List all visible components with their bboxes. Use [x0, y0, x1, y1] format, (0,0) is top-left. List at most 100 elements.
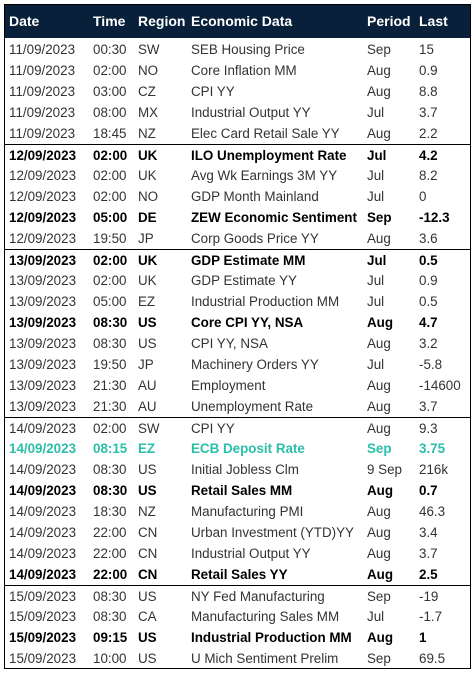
cell-date: 12/09/2023 — [9, 168, 77, 183]
cell-time: 05:00 — [93, 210, 128, 225]
table-row: 13/09/2023 08:30 US Core CPI YY, NSA Aug 4.7 — [5, 312, 470, 333]
cell-period: Aug — [367, 525, 391, 540]
cell-data: CPI YY, NSA — [191, 336, 268, 351]
cell-date: 12/09/2023 — [9, 231, 77, 246]
cell-period: Sep — [367, 441, 392, 456]
cell-region: JP — [138, 357, 154, 372]
cell-period: Sep — [367, 651, 391, 666]
cell-time: 05:00 — [93, 294, 127, 309]
cell-data: Manufacturing Sales MM — [191, 609, 340, 624]
cell-period: Jul — [367, 148, 387, 163]
table-row: 14/09/2023 08:15 EZ ECB Deposit Rate Sep 3.75 — [5, 438, 470, 459]
cell-date: 14/09/2023 — [9, 567, 77, 582]
header-economic-data: Economic Data — [191, 13, 293, 29]
table-row: 13/09/2023 21:30 AU Unemployment Rate Aug 3.7 — [5, 396, 470, 417]
cell-data: Core Inflation MM — [191, 63, 297, 78]
cell-region: NO — [138, 63, 159, 78]
cell-period: Aug — [367, 336, 391, 351]
cell-last: 9.3 — [419, 421, 438, 436]
cell-date: 14/09/2023 — [9, 421, 77, 436]
cell-data: NY Fed Manufacturing — [191, 589, 325, 604]
cell-last: 0.9 — [419, 273, 438, 288]
cell-period: Jul — [367, 609, 385, 624]
cell-last: -12.3 — [419, 210, 450, 225]
table-row: 13/09/2023 02:00 UK GDP Estimate YY Jul 0.9 — [5, 270, 470, 291]
cell-time: 08:15 — [93, 441, 128, 456]
table-row: 15/09/2023 08:30 CA Manufacturing Sales MM J… — [5, 606, 470, 627]
cell-region: EZ — [138, 294, 156, 309]
cell-time: 18:30 — [93, 504, 127, 519]
cell-last: 3.4 — [419, 525, 438, 540]
cell-period: Jul — [367, 294, 385, 309]
cell-time: 02:00 — [93, 63, 127, 78]
cell-period: Aug — [367, 315, 394, 330]
cell-period: Jul — [367, 105, 385, 120]
cell-time: 03:00 — [93, 84, 127, 99]
cell-date: 14/09/2023 — [9, 462, 77, 477]
cell-region: CN — [138, 546, 158, 561]
cell-data: GDP Estimate MM — [191, 253, 306, 268]
cell-period: Jul — [367, 189, 385, 204]
cell-region: JP — [138, 231, 154, 246]
cell-time: 22:00 — [93, 567, 128, 582]
cell-last: -5.8 — [419, 357, 443, 372]
cell-region: US — [138, 630, 157, 645]
cell-data: ECB Deposit Rate — [191, 441, 305, 456]
cell-date: 12/09/2023 — [9, 210, 77, 225]
table-row: 13/09/2023 05:00 EZ Industrial Production M… — [5, 291, 470, 312]
cell-region: UK — [138, 273, 157, 288]
cell-time: 08:00 — [93, 105, 127, 120]
cell-last: -14600 — [419, 378, 461, 393]
cell-time: 02:00 — [93, 168, 127, 183]
cell-data: Unemployment Rate — [191, 399, 314, 414]
table-header: Date Time Region Economic Data Period La… — [5, 5, 470, 38]
cell-date: 15/09/2023 — [9, 630, 77, 645]
cell-last: 3.6 — [419, 231, 438, 246]
table-row: 12/09/2023 02:00 UK Avg Wk Earnings 3M YY Ju… — [5, 165, 470, 186]
cell-last: -1.7 — [419, 609, 443, 624]
cell-date: 11/09/2023 — [9, 126, 76, 141]
cell-period: Aug — [367, 483, 394, 498]
cell-data: ILO Unemployment Rate — [191, 148, 347, 163]
cell-region: US — [138, 315, 157, 330]
table-row: 14/09/2023 08:30 US Initial Jobless Clm 9 Se… — [5, 459, 470, 480]
cell-date: 12/09/2023 — [9, 189, 77, 204]
header-last: Last — [419, 13, 448, 29]
cell-time: 02:00 — [93, 421, 127, 436]
cell-time: 10:00 — [93, 651, 127, 666]
cell-date: 14/09/2023 — [9, 525, 77, 540]
cell-date: 11/09/2023 — [9, 105, 76, 120]
cell-data: Urban Investment (YTD)YY — [191, 525, 354, 540]
cell-last: 216k — [419, 462, 449, 477]
cell-data: Industrial Production MM — [191, 294, 340, 309]
cell-data: U Mich Sentiment Prelim — [191, 651, 339, 666]
cell-region: US — [138, 483, 157, 498]
cell-period: Sep — [367, 589, 391, 604]
cell-data: CPI YY — [191, 84, 235, 99]
cell-region: MX — [138, 105, 159, 120]
cell-time: 08:30 — [93, 336, 127, 351]
cell-date: 15/09/2023 — [9, 589, 77, 604]
cell-date: 12/09/2023 — [9, 148, 77, 163]
cell-time: 08:30 — [93, 483, 128, 498]
cell-data: Core CPI YY, NSA — [191, 315, 304, 330]
cell-date: 13/09/2023 — [9, 357, 77, 372]
table-row: 14/09/2023 02:00 SW CPI YY Aug 9.3 — [5, 417, 470, 439]
cell-time: 02:00 — [93, 189, 127, 204]
cell-data: Elec Card Retail Sale YY — [191, 126, 340, 141]
cell-region: US — [138, 651, 157, 666]
cell-data: Industrial Output YY — [191, 105, 311, 120]
cell-period: Aug — [367, 546, 391, 561]
cell-data: GDP Estimate YY — [191, 273, 297, 288]
cell-region: NZ — [138, 504, 156, 519]
cell-period: Aug — [367, 126, 391, 141]
cell-period: Jul — [367, 253, 387, 268]
cell-time: 00:30 — [93, 42, 127, 57]
cell-date: 13/09/2023 — [9, 294, 77, 309]
cell-period: Aug — [367, 421, 391, 436]
cell-data: Initial Jobless Clm — [191, 462, 299, 477]
cell-time: 22:00 — [93, 525, 127, 540]
table-row: 14/09/2023 08:30 US Retail Sales MM Aug 0.7 — [5, 480, 470, 501]
cell-time: 19:50 — [93, 231, 127, 246]
cell-region: UK — [138, 253, 158, 268]
